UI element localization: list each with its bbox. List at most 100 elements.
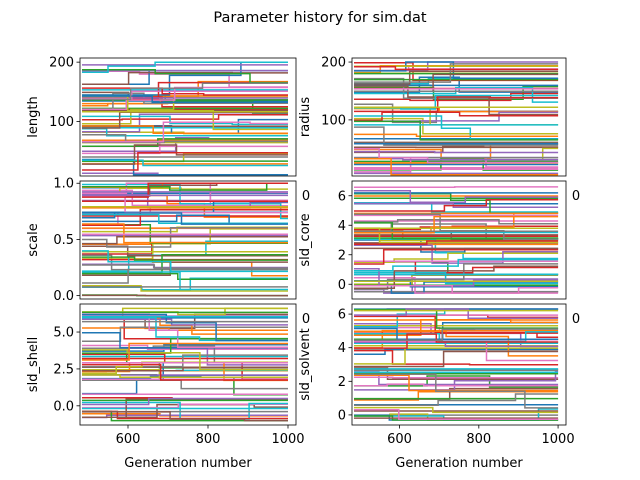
series-line xyxy=(354,92,559,102)
series-line xyxy=(82,349,288,371)
series-line xyxy=(82,121,288,143)
series-line xyxy=(354,350,559,368)
y-tick-label: 200 xyxy=(321,56,346,71)
series-line xyxy=(354,61,559,79)
series-line xyxy=(82,264,288,269)
series-line xyxy=(82,144,288,165)
y-tick-label: 5.0 xyxy=(53,326,74,341)
series-line xyxy=(354,375,559,388)
series-line xyxy=(354,333,559,349)
axes-frame xyxy=(79,180,297,300)
series-line xyxy=(354,347,559,365)
series-line xyxy=(82,284,288,292)
series-line xyxy=(354,327,559,341)
series-line xyxy=(82,195,288,214)
series-line xyxy=(82,374,288,378)
y-tick-label: 0.0 xyxy=(53,399,74,414)
series-line xyxy=(82,267,288,284)
series-line xyxy=(354,85,559,101)
subplot-radius: 100 200 0 radius xyxy=(298,56,580,204)
series-line xyxy=(82,235,288,245)
series-line xyxy=(354,150,559,154)
y-tick-label: 0.0 xyxy=(53,289,74,304)
series-line xyxy=(354,145,559,154)
series-line xyxy=(354,240,559,245)
series-line xyxy=(354,120,559,141)
series-line xyxy=(354,406,559,414)
series-line xyxy=(354,271,559,285)
overlapped-tick-label: 0 xyxy=(302,189,310,204)
series-line xyxy=(82,397,288,406)
subplot-length: 100 200 0 length xyxy=(26,56,310,204)
subplot-sld_shell: 0.0 2.5 5.0 600 800 1000 sld_shell Generation n… xyxy=(26,303,305,471)
series-line xyxy=(354,349,559,366)
series-line xyxy=(82,363,288,381)
series-line xyxy=(354,65,559,71)
series-line xyxy=(354,96,559,113)
series-line xyxy=(82,317,288,335)
axes-frame xyxy=(351,303,567,426)
series-line xyxy=(82,398,288,419)
x-tick-label: 800 xyxy=(466,432,491,447)
series-line xyxy=(82,411,288,422)
overlapped-tick-label: 0 xyxy=(302,312,310,327)
series-line xyxy=(82,159,288,167)
series-line xyxy=(354,373,559,409)
y-tick-label: 0.5 xyxy=(53,233,74,248)
y-axis-label: radius xyxy=(298,97,313,137)
subplot-scale: 0.0 0.5 1.0 0 scale xyxy=(26,177,310,327)
series-line xyxy=(82,140,288,144)
series-line xyxy=(354,86,559,103)
series-line xyxy=(354,265,559,290)
series-line xyxy=(354,133,559,138)
y-tick-label: 100 xyxy=(321,113,346,128)
series-line xyxy=(82,226,288,248)
series-line xyxy=(82,223,288,244)
y-tick-label: 200 xyxy=(49,56,74,71)
series-line xyxy=(82,152,288,171)
series-line xyxy=(354,252,559,263)
series-line xyxy=(354,157,559,176)
series-line xyxy=(354,263,559,290)
series-line xyxy=(354,341,559,347)
x-tick-label: 1000 xyxy=(271,432,304,447)
subplot-sld_solvent: 0 2 4 6 600 800 1000 sld_solvent Generation numb… xyxy=(298,303,575,471)
y-tick-label: 2.5 xyxy=(53,362,74,377)
y-tick-label: 6 xyxy=(338,308,346,323)
overlapped-tick-label: 0 xyxy=(572,312,580,327)
series-line xyxy=(82,182,288,198)
series-line xyxy=(82,379,288,390)
y-tick-label: 0 xyxy=(338,278,346,293)
series-line xyxy=(82,212,288,225)
series-line xyxy=(82,82,288,101)
series-line xyxy=(354,201,559,213)
series-line xyxy=(82,213,288,225)
x-axis-label: Generation number xyxy=(395,456,523,471)
series-line xyxy=(354,393,559,406)
x-tick-label: 600 xyxy=(387,432,412,447)
series-line xyxy=(82,125,288,135)
series-line xyxy=(82,342,288,361)
y-tick-label: 0 xyxy=(338,408,346,423)
y-axis-label: length xyxy=(26,96,41,137)
series-line xyxy=(354,285,559,294)
y-axis-label: sld_shell xyxy=(26,337,41,392)
series-line xyxy=(82,313,288,342)
series-line xyxy=(82,115,288,126)
series-line xyxy=(82,272,288,281)
y-axis-label: sld_solvent xyxy=(298,328,313,401)
y-tick-label: 1.0 xyxy=(53,177,74,192)
series-line xyxy=(82,90,288,100)
series-line xyxy=(82,95,288,103)
series-line xyxy=(354,383,559,387)
x-tick-label: 800 xyxy=(196,432,221,447)
series-line xyxy=(354,117,559,135)
series-line xyxy=(82,403,288,409)
series-line xyxy=(354,328,559,341)
series-line xyxy=(82,271,288,291)
y-tick-label: 6 xyxy=(338,189,346,204)
series-line xyxy=(354,408,559,420)
series-line xyxy=(354,111,559,122)
x-tick-label: 600 xyxy=(116,432,141,447)
